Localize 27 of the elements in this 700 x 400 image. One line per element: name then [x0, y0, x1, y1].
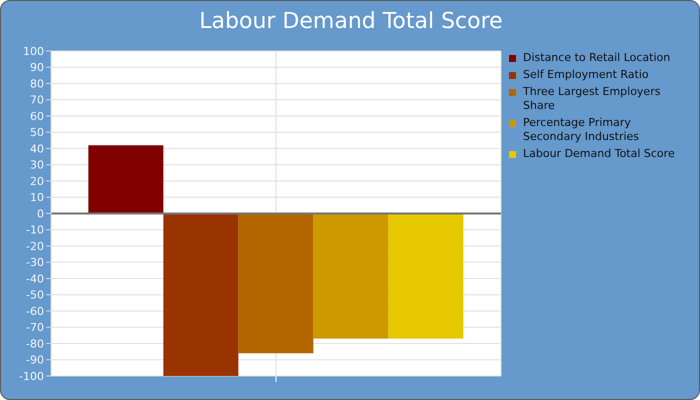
y-tick-label: 100	[23, 44, 44, 58]
legend-label: Self Employment Ratio	[523, 68, 649, 82]
legend-label: Three Largest Employers Share	[523, 85, 662, 113]
legend-label: Percentage Primary Secondary Industries	[523, 116, 640, 144]
y-tick-label: -70	[26, 321, 44, 334]
legend-label: Distance to Retail Location	[523, 51, 670, 65]
y-tick-label: 90	[30, 61, 44, 74]
y-tick-label: 30	[30, 158, 44, 172]
chart-title: Labour Demand Total Score	[198, 9, 504, 34]
y-tick-label: -20	[26, 240, 44, 253]
y-tick-label: -60	[26, 304, 44, 318]
y-tick-label: -80	[26, 337, 44, 350]
y-tick-label: -10	[26, 224, 44, 237]
y-tick-label: 20	[30, 174, 44, 188]
y-tick-label: 80	[30, 77, 44, 90]
y-tick-label: 0	[37, 207, 44, 220]
y-tick-label: -40	[26, 272, 44, 286]
y-tick-label: 60	[30, 110, 44, 123]
y-tick-label: 40	[30, 142, 44, 156]
y-tick-label: -30	[26, 256, 44, 270]
y-tick-label: 70	[30, 94, 44, 107]
legend-label: Labour Demand Total Score	[523, 147, 675, 161]
y-tick-label: -100	[19, 370, 44, 383]
y-tick-label: -50	[26, 288, 44, 302]
y-tick-label: 10	[30, 191, 44, 204]
y-tick-label: 50	[30, 126, 44, 140]
y-tick-label: -90	[26, 354, 44, 367]
